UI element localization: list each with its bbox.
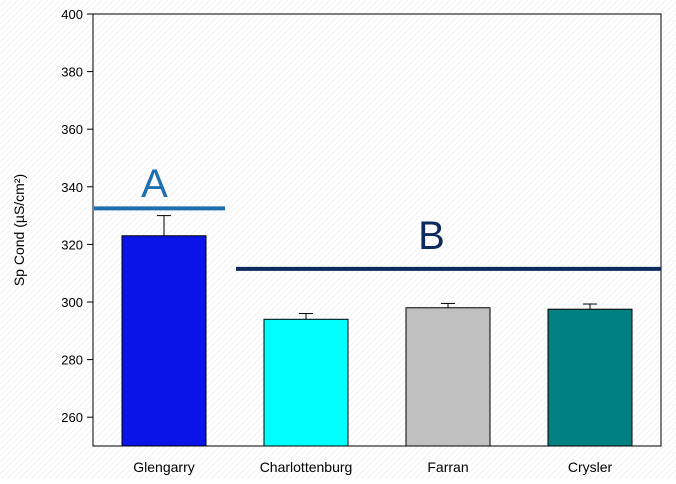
y-axis-label: Sp Cond (µS/cm²) — [11, 174, 27, 286]
x-tick-label: Charlottenburg — [260, 459, 353, 475]
bars: Glengarry Charlottenburg Farran Crysler — [121, 215, 633, 475]
x-tick-label: Crysler — [568, 459, 613, 475]
y-tick-label: 260 — [61, 410, 83, 425]
bar — [405, 307, 491, 447]
bar — [263, 318, 349, 447]
significance-letter: B — [418, 214, 445, 258]
y-tick-label: 380 — [61, 65, 83, 80]
y-tick-label: 400 — [61, 7, 83, 22]
significance-annotations: AB — [94, 162, 661, 271]
y-tick-label: 300 — [61, 295, 83, 310]
y-tick-label: 360 — [61, 122, 83, 137]
x-tick-label: Farran — [427, 459, 468, 475]
x-tick-label: Glengarry — [133, 459, 194, 475]
y-axis: 260 280 300 320 340 360 380 400 — [61, 7, 93, 425]
y-tick-label: 340 — [61, 180, 83, 195]
significance-letter: A — [141, 162, 168, 206]
bar — [121, 235, 207, 447]
y-tick-label: 320 — [61, 237, 83, 252]
y-tick-label: 280 — [61, 353, 83, 368]
bar — [547, 308, 633, 447]
plot-area — [92, 13, 662, 447]
